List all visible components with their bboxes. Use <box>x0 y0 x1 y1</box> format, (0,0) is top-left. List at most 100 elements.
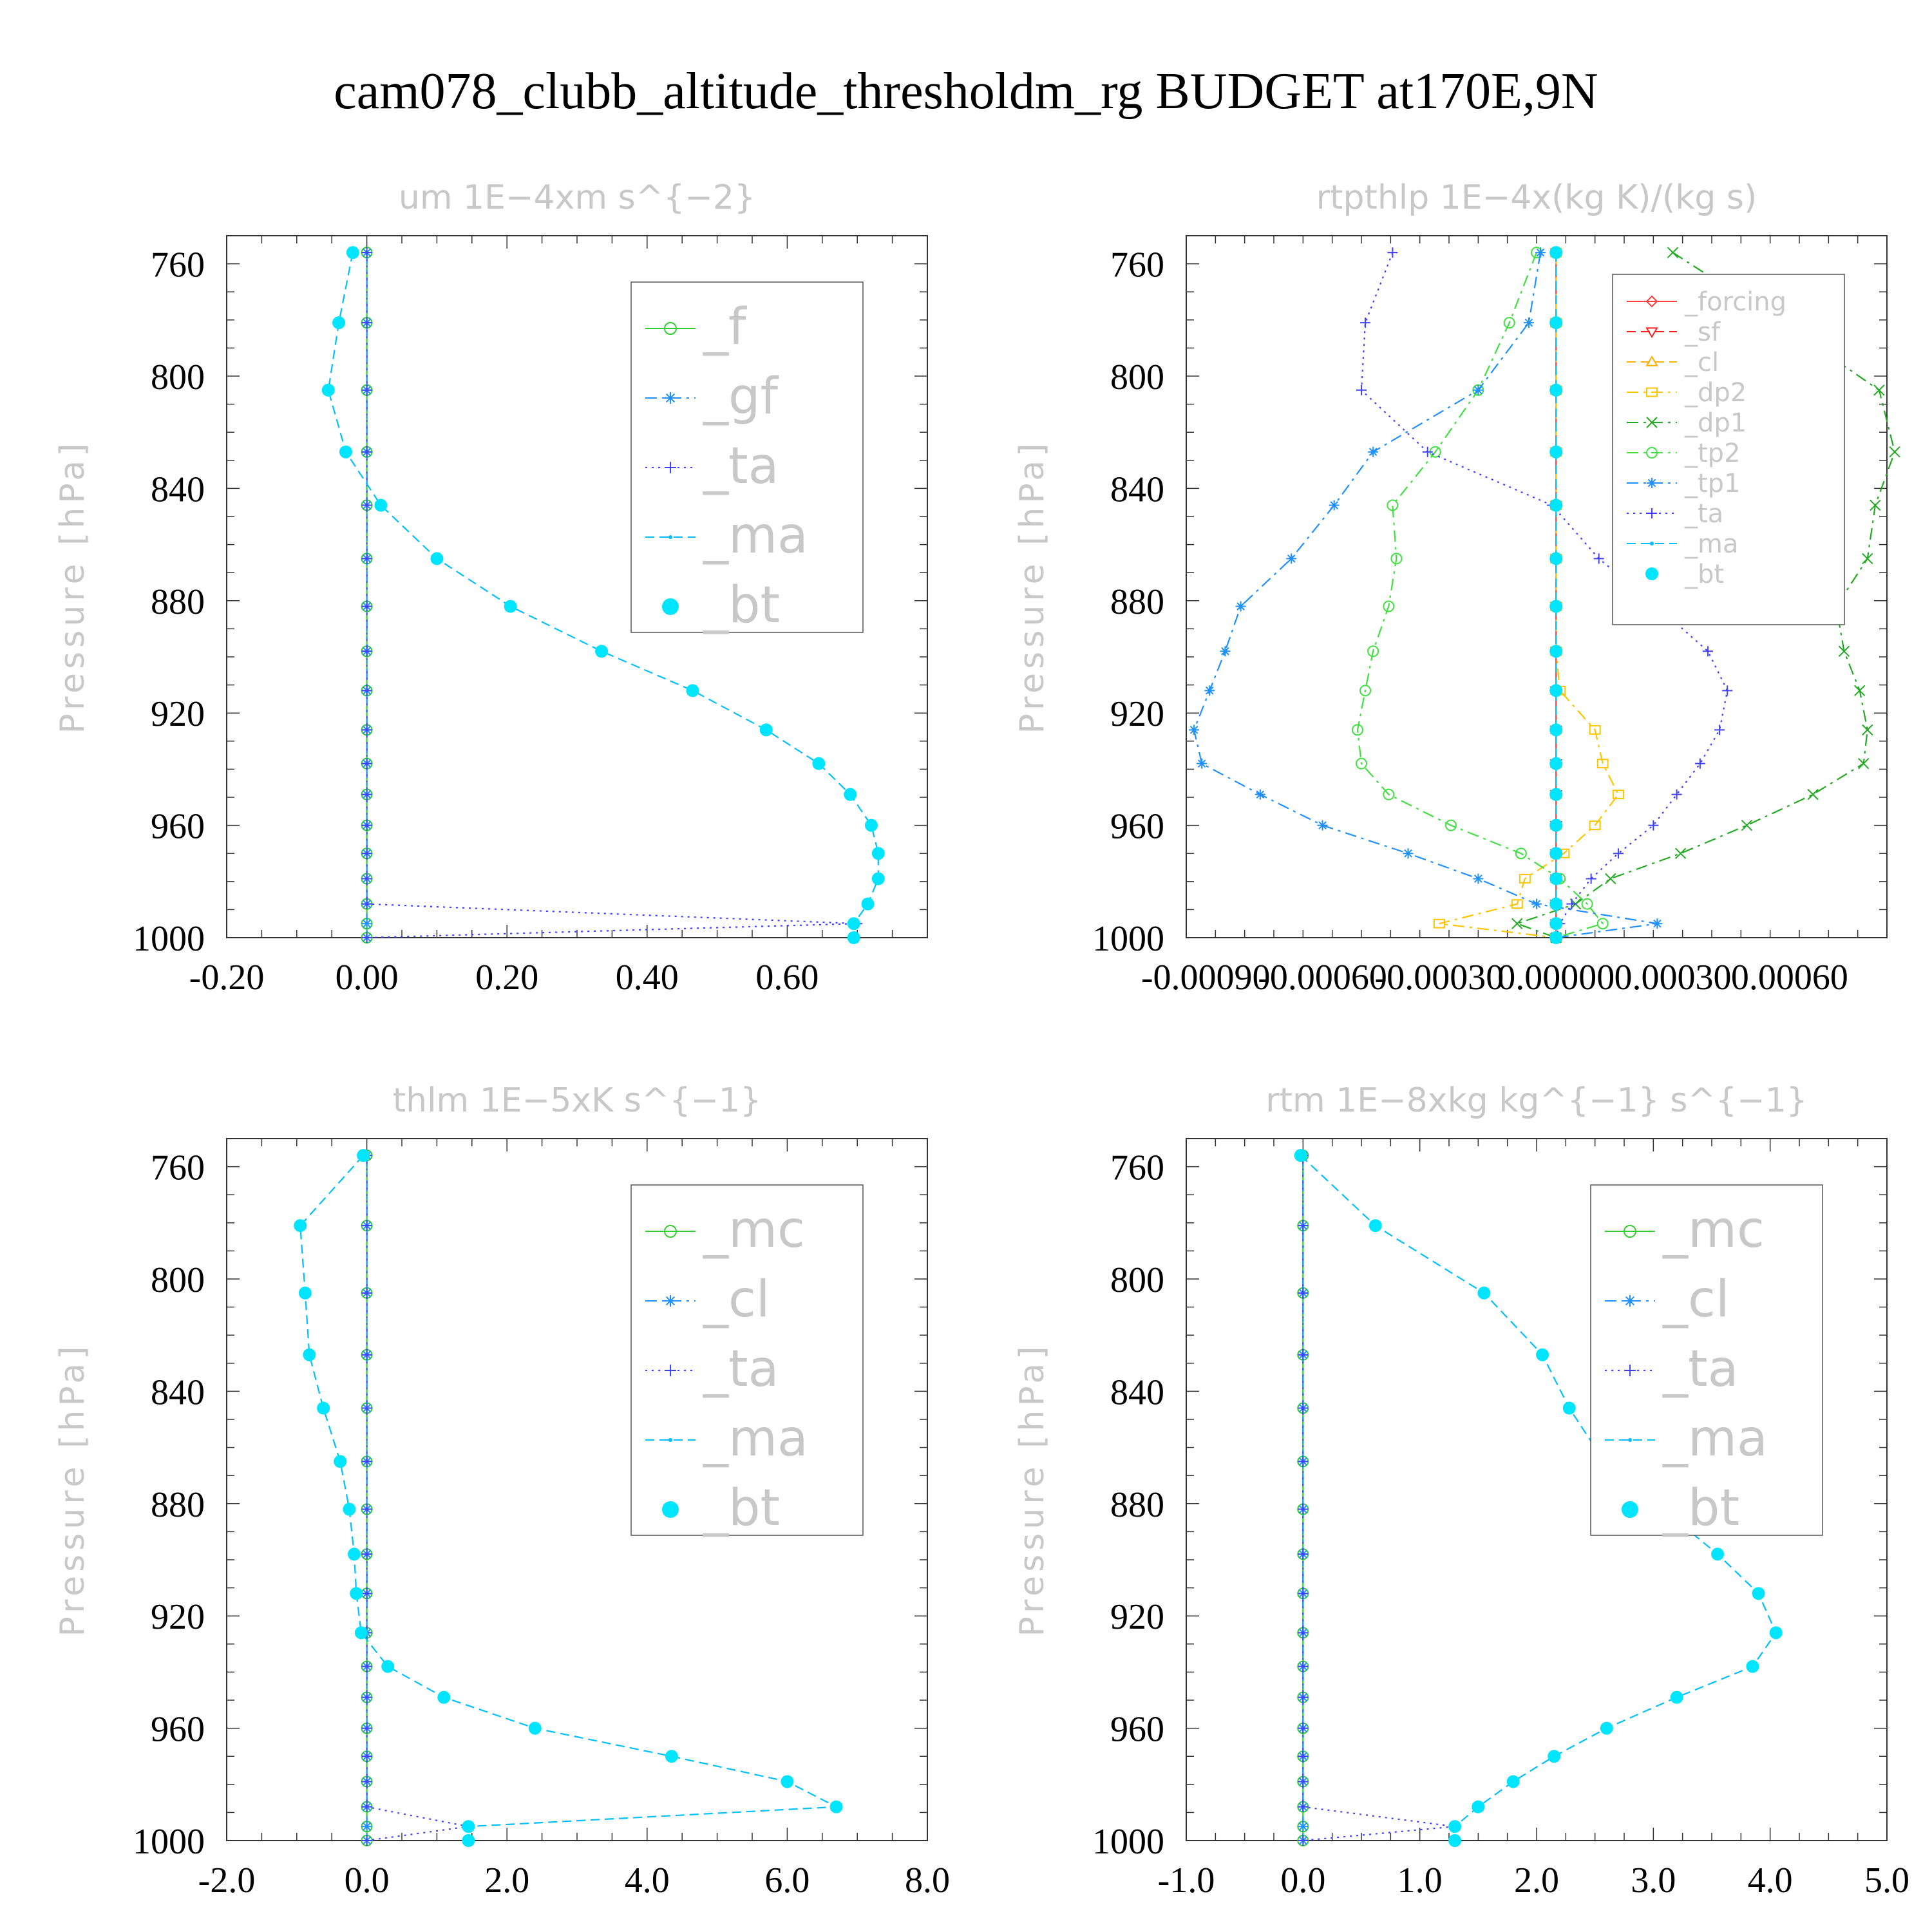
data-point <box>1255 789 1265 800</box>
data-point <box>1549 917 1563 931</box>
data-point <box>1652 918 1663 929</box>
panel-1: rtpthlp 1E−4x(kg K)/(kg s) Pressure [hPa]… <box>1013 178 1900 998</box>
data-point <box>1422 446 1433 457</box>
legend-label: _mc <box>703 1201 805 1259</box>
data-point <box>1671 789 1682 800</box>
legend-box <box>630 281 864 633</box>
data-point <box>430 552 444 565</box>
data-point <box>861 897 875 911</box>
data-point <box>361 317 372 328</box>
legend-label: _tp2 <box>1684 439 1741 468</box>
data-point <box>1298 1661 1309 1672</box>
y-tick-label: 960 <box>1110 1710 1164 1750</box>
data-point <box>1317 820 1328 831</box>
data-point <box>1566 898 1577 909</box>
data-point <box>1189 724 1200 735</box>
data-point <box>361 1723 372 1734</box>
legend-label: _ta <box>1684 499 1723 529</box>
data-point <box>1298 1588 1309 1599</box>
data-point <box>361 1776 372 1787</box>
data-point <box>1368 446 1379 457</box>
data-point <box>1298 1801 1309 1812</box>
legend-marker <box>1624 1365 1636 1376</box>
y-tick-label: 1000 <box>133 1822 205 1862</box>
data-point <box>361 1821 372 1832</box>
data-point <box>361 724 372 735</box>
legend-label: _ma <box>1662 1410 1768 1468</box>
data-point <box>1368 1219 1382 1233</box>
data-point <box>1448 1820 1462 1833</box>
y-tick-label: 1000 <box>133 919 205 959</box>
y-tick-label: 920 <box>1110 1597 1164 1637</box>
data-point <box>1298 1403 1309 1414</box>
legend-marker <box>1646 387 1658 397</box>
panels: um 1E−4xm s^{−2} Pressure [hPa] 760 800 840 8… <box>53 178 1909 1900</box>
data-point <box>1298 1220 1309 1231</box>
data-point <box>1562 1401 1576 1415</box>
data-point <box>595 645 609 658</box>
data-point <box>1838 645 1850 657</box>
legend-marker <box>1645 295 1658 308</box>
data-point <box>1298 1287 1309 1298</box>
data-point <box>1511 918 1523 929</box>
data-point <box>361 446 372 457</box>
data-point <box>1711 1548 1725 1561</box>
y-tick-label: 760 <box>151 1148 205 1188</box>
data-point <box>1612 790 1624 800</box>
legend-marker <box>662 1501 679 1518</box>
data-point <box>759 723 773 737</box>
legend-label: _dp2 <box>1684 378 1747 408</box>
series-bt <box>321 246 885 944</box>
legend-label: _ma <box>703 1410 808 1468</box>
series-line <box>299 1155 839 1841</box>
data-point <box>1298 1627 1309 1638</box>
data-point <box>1356 384 1367 395</box>
legend-marker <box>668 1438 672 1442</box>
data-point <box>346 246 359 260</box>
data-point <box>871 872 885 886</box>
panel-2: thlm 1E−5xK s^{−1} Pressure [hPa] 760 800 84… <box>53 1081 950 1900</box>
series-line <box>1515 252 1896 939</box>
y-tick-label: 800 <box>1110 1260 1164 1300</box>
legend-box <box>630 1184 864 1536</box>
x-tick-label: -0.00090 <box>1141 958 1271 998</box>
data-point <box>686 684 699 697</box>
legend-marker <box>1647 508 1657 518</box>
data-point <box>1549 684 1563 697</box>
legend-marker <box>1646 417 1658 428</box>
data-point <box>1589 724 1601 735</box>
x-tick-label: 0.60 <box>755 958 819 998</box>
data-point <box>361 1349 372 1360</box>
panel-title: rtm 1E−8xkg kg^{−1} s^{−1} <box>1265 1081 1808 1120</box>
y-tick-label: 880 <box>1110 582 1164 622</box>
data-point <box>303 1348 316 1361</box>
data-point <box>1581 898 1593 910</box>
data-point <box>1204 685 1215 696</box>
data-point <box>1351 724 1363 736</box>
x-tick-label: 2.0 <box>484 1861 529 1900</box>
x-tick-label: -0.20 <box>189 958 265 998</box>
data-point <box>462 1834 475 1847</box>
series-line <box>1193 252 1658 939</box>
data-point <box>1235 601 1246 612</box>
data-point <box>1549 788 1563 801</box>
data-point <box>528 1721 542 1735</box>
data-point <box>1531 898 1542 909</box>
data-point <box>864 819 878 832</box>
data-point <box>1294 1149 1307 1162</box>
data-point <box>1853 685 1866 697</box>
series-line <box>366 252 858 939</box>
data-point <box>1383 600 1395 612</box>
data-point <box>1741 819 1753 831</box>
data-point <box>1613 848 1624 859</box>
panel-title: thlm 1E−5xK s^{−1} <box>393 1081 761 1120</box>
y-tick-label: 840 <box>151 1372 205 1412</box>
data-point <box>1746 1660 1759 1673</box>
series-line <box>1439 252 1620 939</box>
data-point <box>334 1455 347 1468</box>
y-axis-label: Pressure [hPa] <box>1013 1343 1052 1637</box>
data-point <box>1714 724 1725 735</box>
y-tick-label: 800 <box>151 357 205 397</box>
data-point <box>361 820 372 831</box>
data-point <box>1298 1835 1309 1846</box>
